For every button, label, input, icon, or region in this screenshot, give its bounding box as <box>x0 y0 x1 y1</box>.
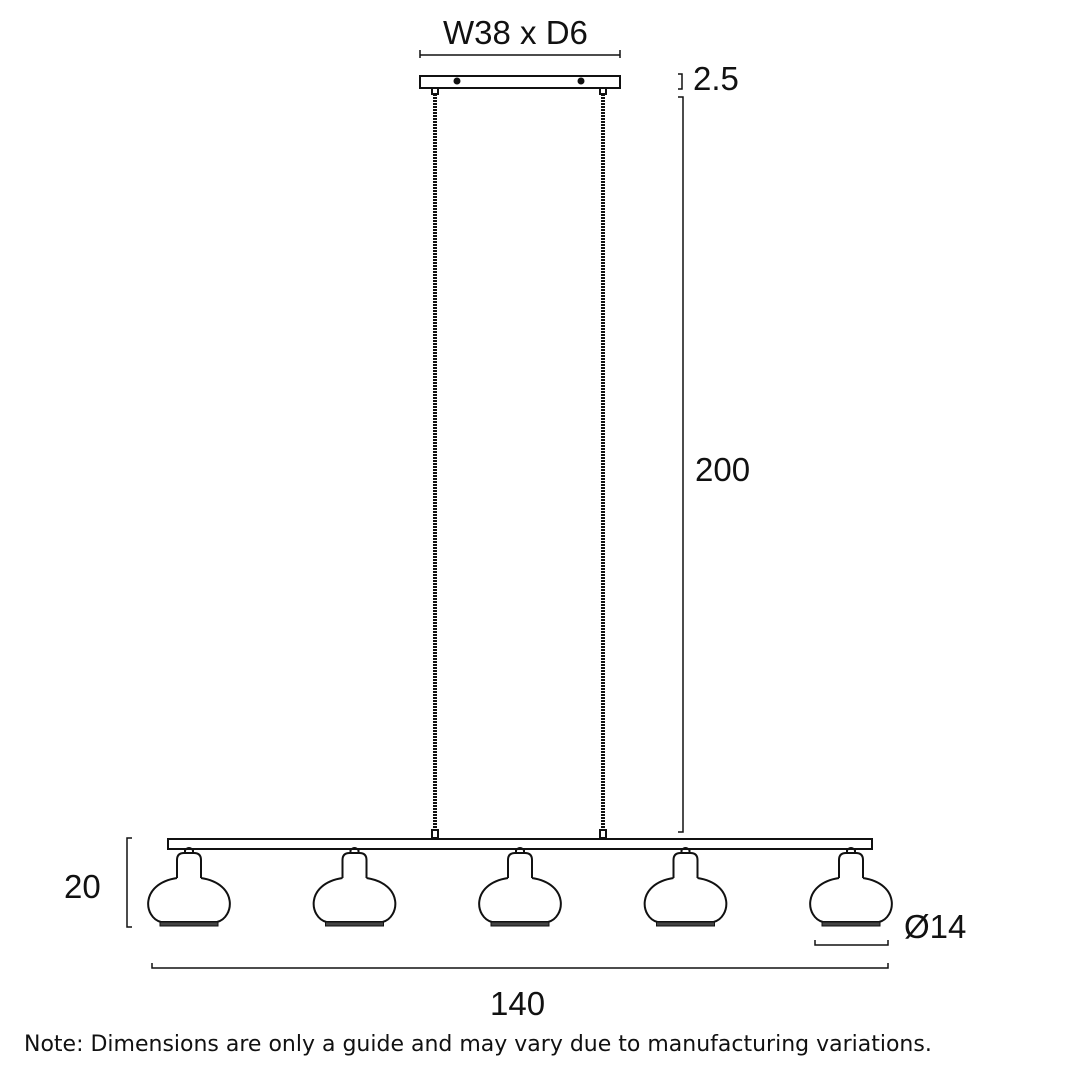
shade-diffuser <box>325 921 384 927</box>
canopy-size-label: W38 x D6 <box>443 14 588 51</box>
dimension-line-canopy-width <box>419 50 621 58</box>
dimension-line-overall-width <box>151 963 889 969</box>
pendant-shade <box>147 847 231 927</box>
shade-connector <box>349 847 360 853</box>
dimension-line-shade-height <box>126 837 132 928</box>
shade-connector <box>184 847 194 853</box>
pendant-shade <box>312 847 397 927</box>
shade-height-label: 20 <box>64 868 101 905</box>
shade-diffuser <box>821 921 881 927</box>
pendant-shade <box>809 847 893 927</box>
shade-diffuser <box>656 921 715 927</box>
shade-diameter-label: Ø14 <box>904 908 967 945</box>
shade-connector <box>680 847 691 853</box>
shade-connector <box>846 847 856 853</box>
shade-outline <box>809 852 893 923</box>
dimension-line-canopy-height <box>678 73 683 90</box>
disclaimer-note: Note: Dimensions are only a guide and ma… <box>24 1032 932 1057</box>
dimension-line-drop <box>678 96 684 833</box>
overall-width-label: 140 <box>490 985 546 1022</box>
pendant-shade <box>478 847 562 927</box>
shade-outline <box>312 852 397 923</box>
shade-outline <box>478 852 562 923</box>
shade-diffuser <box>159 921 219 927</box>
pendant-shade <box>643 847 728 927</box>
shade-connector <box>515 847 525 853</box>
canopy-height-label: 2.5 <box>693 60 739 97</box>
shades <box>147 847 893 927</box>
suspension-cables <box>431 94 607 839</box>
canopy <box>419 75 621 95</box>
shade-diffuser <box>490 921 550 927</box>
drop-length-label: 200 <box>695 451 751 488</box>
dimension-line-shade-diameter <box>814 940 889 946</box>
shade-outline <box>147 852 231 923</box>
shade-outline <box>643 852 728 923</box>
